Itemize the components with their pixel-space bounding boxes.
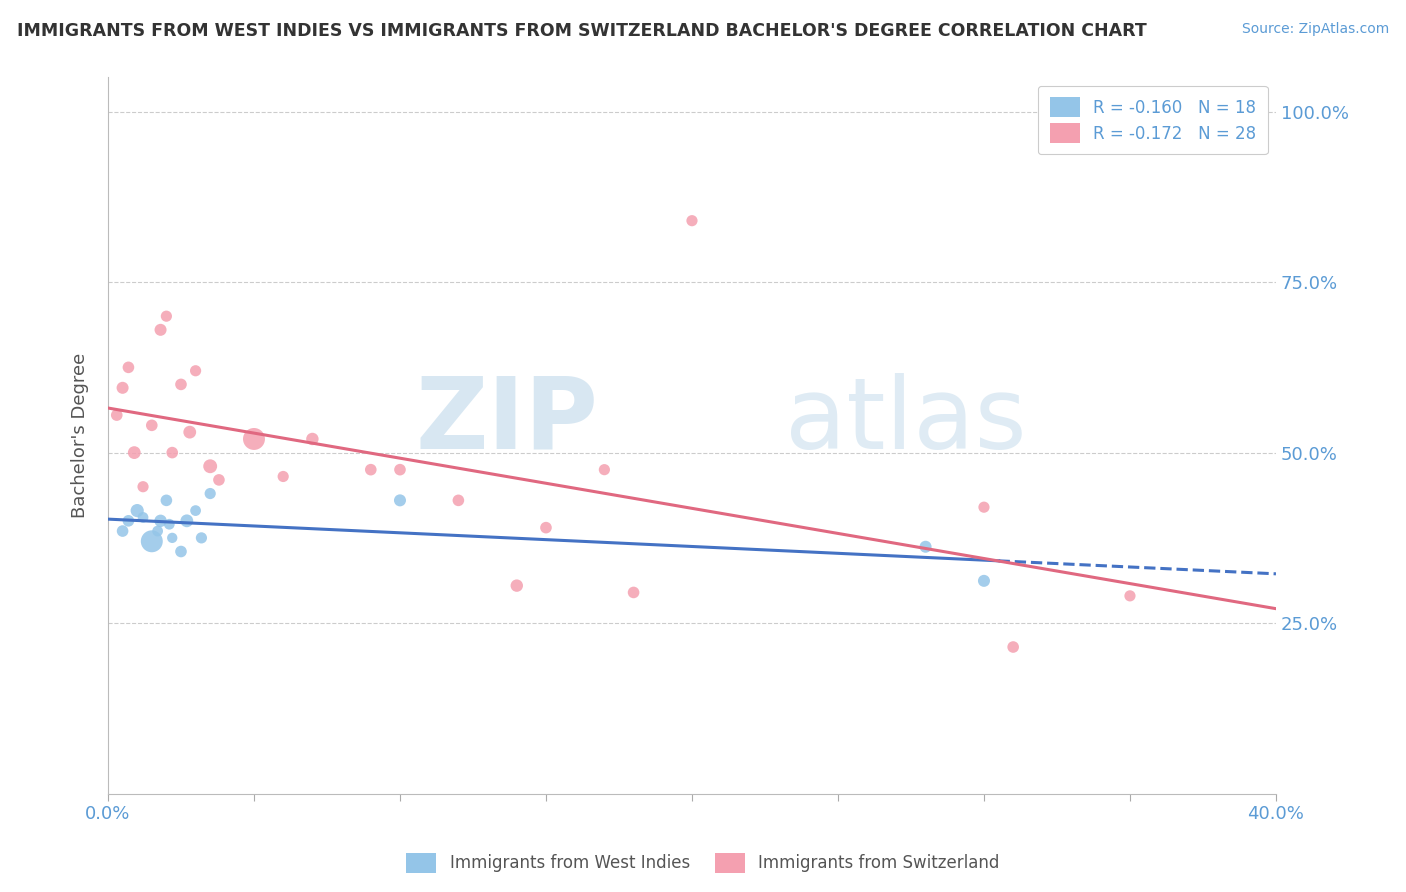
Point [1002,640,1025,654]
Point [506,579,529,593]
Point [184,503,207,517]
Point [593,463,616,477]
Point [111,524,134,538]
Point [170,377,193,392]
Point [141,418,163,433]
Point [534,521,557,535]
Point [190,531,212,545]
Point [447,493,470,508]
Point [388,463,411,477]
Point [184,364,207,378]
Text: atlas: atlas [786,373,1026,470]
Point [117,360,139,375]
Point [208,473,231,487]
Point [132,480,155,494]
Point [149,323,172,337]
Point [146,524,169,538]
Point [973,500,995,515]
Point [243,432,266,446]
Point [160,445,183,459]
Point [681,213,703,227]
Point [160,531,183,545]
Point [179,425,201,439]
Point [914,540,936,554]
Point [157,517,180,532]
Point [105,408,128,422]
Point [149,514,172,528]
Point [176,514,198,528]
Point [271,469,294,483]
Point [122,445,145,459]
Point [127,503,149,517]
Point [198,486,221,500]
Point [141,534,163,549]
Point [170,544,193,558]
Point [973,574,995,588]
Point [360,463,382,477]
Point [623,585,645,599]
Text: Source: ZipAtlas.com: Source: ZipAtlas.com [1241,22,1389,37]
Legend: R = -0.160   N = 18, R = -0.172   N = 28: R = -0.160 N = 18, R = -0.172 N = 28 [1038,86,1268,154]
Y-axis label: Bachelor's Degree: Bachelor's Degree [72,353,89,518]
Point [155,493,177,508]
Point [1119,589,1142,603]
Legend: Immigrants from West Indies, Immigrants from Switzerland: Immigrants from West Indies, Immigrants … [399,847,1007,880]
Point [198,459,221,474]
Point [301,432,323,446]
Point [117,514,139,528]
Point [132,510,155,524]
Point [111,381,134,395]
Point [388,493,411,508]
Point [155,309,177,323]
Text: ZIP: ZIP [416,373,599,470]
Text: IMMIGRANTS FROM WEST INDIES VS IMMIGRANTS FROM SWITZERLAND BACHELOR'S DEGREE COR: IMMIGRANTS FROM WEST INDIES VS IMMIGRANT… [17,22,1147,40]
